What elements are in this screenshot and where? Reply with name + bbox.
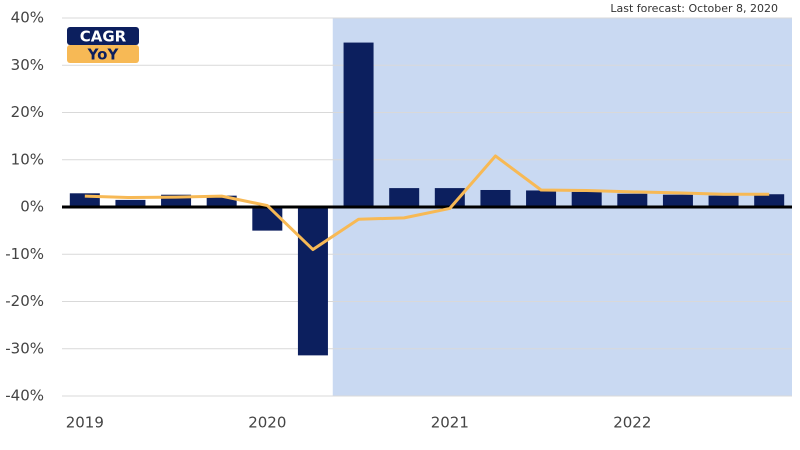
legend-swatch: [67, 27, 139, 45]
x-tick-label: 2022: [613, 414, 651, 432]
y-tick-label: -40%: [5, 387, 44, 405]
bar: [526, 190, 557, 207]
bar: [115, 199, 146, 207]
bar: [206, 195, 237, 207]
y-tick-label: 0%: [20, 198, 44, 216]
bar: [343, 42, 374, 207]
x-tick-label: 2021: [431, 414, 469, 432]
bar: [389, 188, 420, 207]
bar: [708, 195, 739, 207]
x-tick-label: 2019: [66, 414, 104, 432]
bar: [434, 188, 465, 207]
bar: [754, 194, 785, 207]
bar: [252, 207, 283, 231]
bar: [617, 193, 648, 207]
line: [84, 154, 770, 252]
y-tick-label: 20%: [11, 103, 44, 121]
y-tick-label: 40%: [11, 9, 44, 27]
bar: [297, 207, 328, 356]
x-tick-label: 2020: [248, 414, 286, 432]
bar: [571, 191, 602, 207]
y-tick-label: 10%: [11, 150, 44, 168]
legend-label: CAGR: [80, 28, 127, 46]
bar: [480, 189, 511, 207]
legend-swatch: [67, 45, 139, 63]
bar: [662, 194, 693, 207]
y-tick-label: 30%: [11, 56, 44, 74]
y-tick-label: -10%: [5, 245, 44, 263]
y-tick-label: -20%: [5, 292, 44, 310]
legend-label: YoY: [87, 46, 120, 64]
y-tick-label: -30%: [5, 339, 44, 357]
annotation: Last forecast: October 8, 2020: [610, 2, 778, 15]
